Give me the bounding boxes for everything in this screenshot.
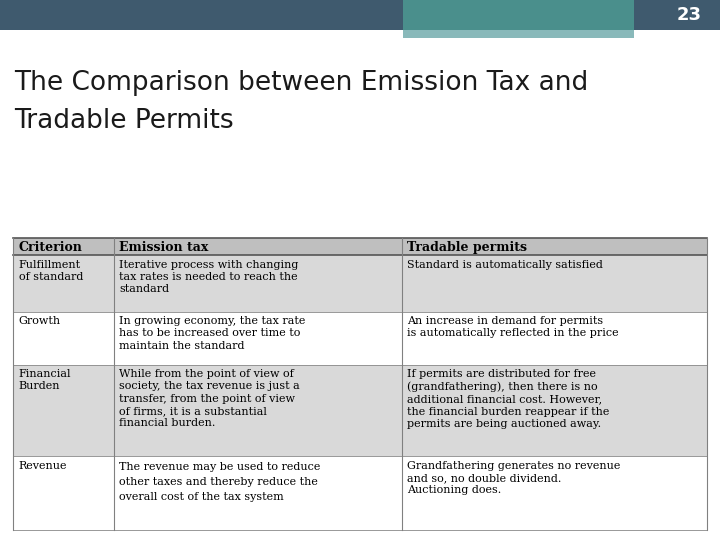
- Text: The revenue may be used to reduce: The revenue may be used to reduce: [120, 462, 320, 471]
- Text: Iterative process with changing
tax rates is needed to reach the
standard: Iterative process with changing tax rate…: [120, 260, 299, 294]
- Text: An increase in demand for permits
is automatically reflected in the price: An increase in demand for permits is aut…: [408, 316, 619, 339]
- Text: Criterion: Criterion: [19, 241, 83, 254]
- Text: If permits are distributed for free
(grandfathering), then there is no
additiona: If permits are distributed for free (gra…: [408, 369, 610, 429]
- Text: Standard is automatically satisfied: Standard is automatically satisfied: [408, 260, 603, 269]
- Text: In growing economy, the tax rate
has to be increased over time to
maintain the s: In growing economy, the tax rate has to …: [120, 316, 306, 351]
- Text: Growth: Growth: [19, 316, 61, 326]
- Text: double dividend: double dividend: [134, 507, 235, 518]
- Text: Financial
Burden: Financial Burden: [19, 369, 71, 392]
- Text: (a: (a: [120, 507, 134, 517]
- Text: ): ): [235, 507, 239, 517]
- Text: Tradable Permits: Tradable Permits: [14, 108, 234, 134]
- Text: Grandfathering generates no revenue
and so, no double dividend.
Auctioning does.: Grandfathering generates no revenue and …: [408, 461, 621, 495]
- Text: other taxes and thereby reduce the: other taxes and thereby reduce the: [120, 477, 318, 487]
- Text: 23: 23: [677, 6, 702, 24]
- Text: Tradable permits: Tradable permits: [408, 241, 528, 254]
- Text: overall cost of the tax system: overall cost of the tax system: [120, 491, 284, 502]
- Text: While from the point of view of
society, the tax revenue is just a
transfer, fro: While from the point of view of society,…: [120, 369, 300, 428]
- Text: The Comparison between Emission Tax and: The Comparison between Emission Tax and: [14, 70, 589, 97]
- Text: Fulfillment
of standard: Fulfillment of standard: [19, 260, 83, 282]
- Text: Revenue: Revenue: [19, 461, 67, 470]
- Text: Emission tax: Emission tax: [120, 241, 209, 254]
